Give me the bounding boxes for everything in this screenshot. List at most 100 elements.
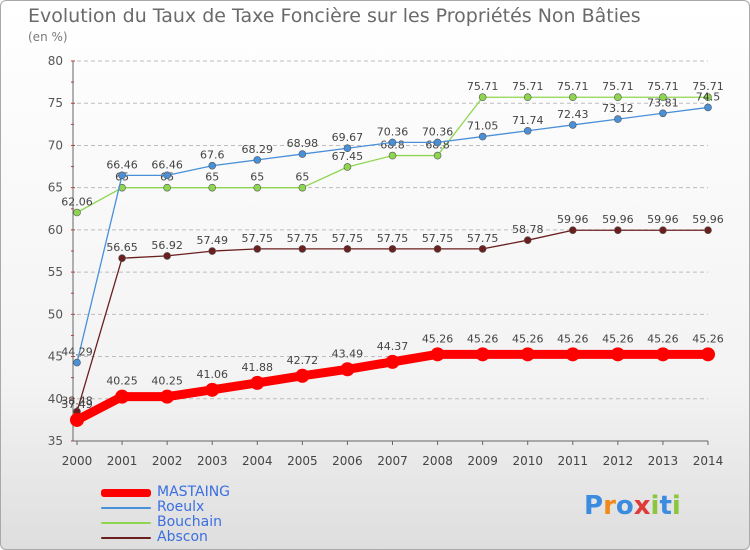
data-point (614, 93, 622, 102)
data-label: 38.48 (61, 395, 93, 408)
data-point (385, 354, 400, 369)
data-label: 67.45 (332, 150, 364, 163)
data-label: 57.75 (242, 232, 274, 245)
data-point (205, 382, 220, 397)
data-point (343, 245, 352, 253)
x-tick-label: 2010 (512, 454, 543, 468)
data-point (208, 183, 217, 192)
x-tick-label: 2005 (287, 454, 318, 468)
data-label: 75.71 (647, 80, 679, 93)
x-tick-label: 2007 (377, 454, 408, 468)
legend-label: Abscon (157, 529, 208, 545)
data-point (701, 347, 715, 362)
y-tick-label: 75 (48, 96, 63, 110)
data-point (253, 183, 262, 192)
data-label: 45.26 (467, 332, 499, 345)
legend-item: Roeulx (101, 500, 230, 515)
y-tick-label: 70 (48, 138, 63, 152)
data-label: 45.26 (692, 332, 724, 345)
data-point (343, 163, 352, 171)
y-tick-label: 60 (48, 223, 63, 237)
data-label: 70.36 (377, 125, 409, 138)
data-label: 56.92 (151, 239, 183, 252)
data-label: 42.72 (287, 354, 319, 367)
data-label: 75.71 (512, 80, 544, 93)
data-label: 66.46 (151, 158, 183, 171)
data-label: 71.05 (467, 120, 499, 133)
data-point (565, 347, 580, 362)
data-label: 65 (250, 171, 264, 184)
data-label: 40.25 (106, 375, 138, 388)
x-tick-label: 2011 (558, 454, 589, 468)
data-point (659, 93, 667, 102)
legend: MASTAING Roeulx Bouchain Abscon (101, 485, 230, 545)
data-label: 75.71 (692, 80, 724, 93)
x-tick-label: 2008 (422, 454, 453, 468)
data-label: 59.96 (692, 213, 724, 226)
data-point (70, 412, 84, 427)
data-label: 75.71 (557, 80, 589, 93)
data-point (568, 93, 577, 102)
data-label: 62.06 (61, 195, 93, 208)
logo-letter: x (633, 491, 651, 521)
logo-letter: t (659, 491, 672, 521)
data-label: 68.98 (287, 137, 319, 150)
data-point (298, 245, 307, 253)
data-point (704, 226, 712, 235)
y-tick-label: 65 (48, 181, 63, 195)
x-tick-label: 2012 (603, 454, 634, 468)
x-tick-label: 2013 (648, 454, 679, 468)
data-label: 59.96 (647, 213, 679, 226)
data-point (388, 138, 397, 147)
data-label: 57.75 (332, 232, 364, 245)
data-point (118, 254, 126, 262)
data-point (343, 144, 352, 153)
data-point (163, 252, 171, 260)
y-tick-label: 80 (48, 54, 63, 68)
data-point (388, 245, 397, 253)
data-label: 66.46 (106, 158, 138, 171)
data-point (704, 103, 712, 112)
logo-letter: r (603, 491, 616, 521)
data-label: 45.26 (647, 332, 679, 345)
data-point (160, 389, 175, 404)
x-tick-label: 2004 (242, 454, 273, 468)
data-point (478, 93, 487, 102)
data-point (568, 121, 577, 129)
data-point (659, 226, 667, 235)
logo-letter: o (615, 491, 634, 521)
data-point (250, 375, 265, 390)
data-label: 57.49 (196, 234, 228, 247)
data-label: 57.75 (422, 232, 454, 245)
data-label: 65 (295, 171, 309, 184)
data-point (118, 171, 126, 180)
x-tick-label: 2000 (62, 454, 93, 468)
y-tick-label: 50 (48, 307, 63, 321)
data-point (655, 347, 670, 362)
data-point (704, 93, 712, 102)
legend-item: Bouchain (101, 515, 230, 530)
data-label: 75.71 (602, 80, 634, 93)
data-label: 57.75 (377, 232, 409, 245)
data-label: 65 (205, 171, 219, 184)
data-point (298, 150, 307, 158)
data-point (388, 151, 397, 160)
x-tick-label: 2003 (197, 454, 228, 468)
legend-label: Bouchain (157, 514, 222, 530)
logo-letter: i (671, 491, 681, 521)
data-point (610, 347, 625, 362)
data-label: 57.75 (467, 232, 499, 245)
data-point (523, 126, 532, 135)
data-point (340, 362, 355, 377)
x-tick-label: 2001 (107, 454, 138, 468)
legend-swatch (101, 521, 151, 524)
data-point (163, 183, 171, 192)
data-label: 74.5 (696, 90, 721, 103)
data-point (295, 368, 310, 383)
data-label: 43.49 (332, 347, 364, 360)
legend-label: Roeulx (157, 499, 205, 515)
logo-letter: i (650, 491, 660, 521)
data-label: 69.67 (332, 131, 364, 144)
data-point (73, 358, 81, 367)
